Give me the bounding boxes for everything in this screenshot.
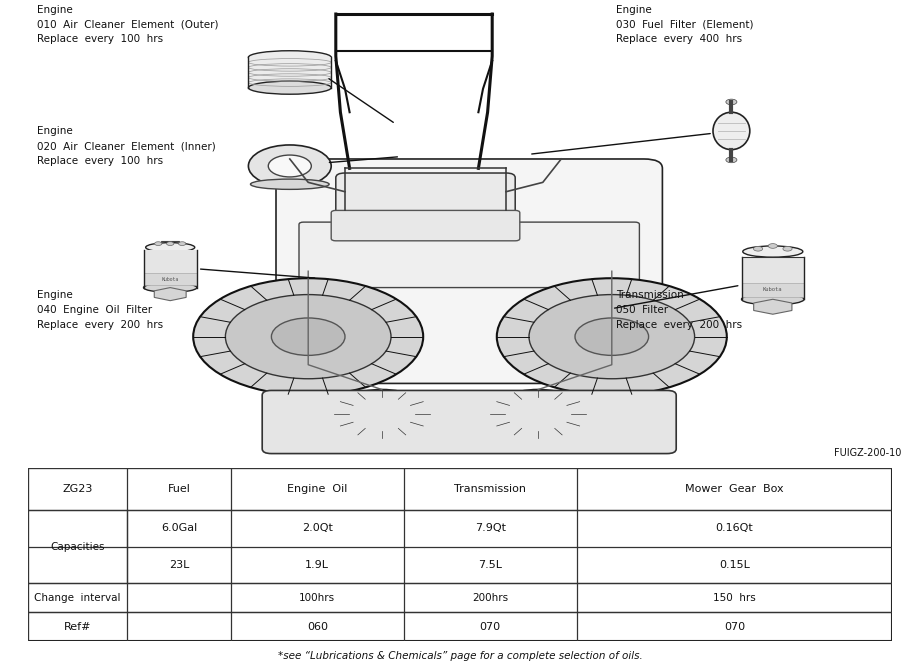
- Circle shape: [753, 246, 762, 251]
- Text: 0.16Qt: 0.16Qt: [715, 524, 753, 533]
- Text: 100hrs: 100hrs: [299, 593, 335, 603]
- Text: Engine
020  Air  Cleaner  Element  (Inner)
Replace  every  100  hrs: Engine 020 Air Cleaner Element (Inner) R…: [37, 126, 215, 166]
- Bar: [741, 257, 803, 299]
- Text: 150  hrs: 150 hrs: [712, 593, 755, 603]
- Text: Engine
030  Fuel  Filter  (Element)
Replace  every  400  hrs: Engine 030 Fuel Filter (Element) Replace…: [616, 5, 753, 44]
- Text: Engine
040  Engine  Oil  Filter
Replace  every  200  hrs: Engine 040 Engine Oil Filter Replace eve…: [37, 290, 163, 329]
- Circle shape: [490, 389, 585, 438]
- Text: Ref#: Ref#: [63, 622, 91, 632]
- Text: Mower  Gear  Box: Mower Gear Box: [685, 484, 783, 494]
- Text: 070: 070: [479, 622, 500, 632]
- Text: 7.5L: 7.5L: [478, 560, 502, 570]
- Text: 2.0Qt: 2.0Qt: [301, 524, 333, 533]
- FancyBboxPatch shape: [335, 173, 515, 215]
- Ellipse shape: [143, 283, 197, 292]
- Text: Capacities: Capacities: [50, 542, 105, 552]
- FancyBboxPatch shape: [331, 210, 519, 240]
- Bar: [741, 283, 803, 297]
- Text: 070: 070: [723, 622, 744, 632]
- Circle shape: [248, 145, 331, 187]
- Bar: [143, 250, 197, 287]
- Text: 060: 060: [306, 622, 327, 632]
- Ellipse shape: [742, 246, 802, 257]
- Ellipse shape: [248, 81, 331, 94]
- Circle shape: [271, 318, 345, 355]
- Ellipse shape: [741, 294, 803, 305]
- Text: 200hrs: 200hrs: [471, 593, 508, 603]
- Text: 1.9L: 1.9L: [305, 560, 329, 570]
- Ellipse shape: [248, 51, 331, 64]
- Circle shape: [334, 389, 429, 438]
- Text: Change  interval: Change interval: [34, 593, 120, 603]
- Circle shape: [725, 157, 736, 163]
- Ellipse shape: [712, 112, 749, 150]
- Text: 23L: 23L: [168, 560, 189, 570]
- Polygon shape: [753, 299, 791, 314]
- FancyBboxPatch shape: [262, 390, 675, 454]
- Text: ZG23: ZG23: [62, 484, 93, 494]
- Bar: [161, 241, 179, 248]
- Text: Engine  Oil: Engine Oil: [287, 484, 347, 494]
- Bar: [248, 57, 331, 88]
- Circle shape: [574, 318, 648, 355]
- Text: Kubota: Kubota: [162, 277, 178, 282]
- Text: Engine
010  Air  Cleaner  Element  (Outer)
Replace  every  100  hrs: Engine 010 Air Cleaner Element (Outer) R…: [37, 5, 218, 44]
- Polygon shape: [154, 287, 186, 301]
- Text: FUIGZ-200-10: FUIGZ-200-10: [834, 448, 901, 458]
- Circle shape: [782, 246, 791, 251]
- Bar: [143, 273, 197, 285]
- Text: 0.15L: 0.15L: [719, 560, 749, 570]
- Circle shape: [348, 397, 414, 431]
- Circle shape: [268, 155, 311, 177]
- Circle shape: [528, 295, 694, 379]
- Text: Kubota: Kubota: [762, 287, 782, 293]
- Text: Transmission: Transmission: [454, 484, 526, 494]
- Circle shape: [225, 295, 391, 379]
- Text: *see “Lubrications & Chemicals” page for a complete selection of oils.: *see “Lubrications & Chemicals” page for…: [278, 651, 641, 661]
- Ellipse shape: [250, 179, 329, 189]
- Circle shape: [193, 278, 423, 395]
- Ellipse shape: [145, 242, 195, 252]
- FancyBboxPatch shape: [299, 222, 639, 287]
- Circle shape: [767, 244, 777, 248]
- Circle shape: [154, 242, 162, 245]
- Circle shape: [166, 242, 174, 245]
- Circle shape: [725, 99, 736, 105]
- Text: 7.9Qt: 7.9Qt: [474, 524, 505, 533]
- Circle shape: [505, 397, 571, 431]
- Text: 6.0Gal: 6.0Gal: [161, 524, 197, 533]
- Circle shape: [496, 278, 726, 395]
- FancyBboxPatch shape: [276, 159, 662, 383]
- Text: Fuel: Fuel: [167, 484, 190, 494]
- Text: Transmission
050  Filter
Replace  every  200  hrs: Transmission 050 Filter Replace every 20…: [616, 290, 742, 329]
- Circle shape: [178, 242, 186, 245]
